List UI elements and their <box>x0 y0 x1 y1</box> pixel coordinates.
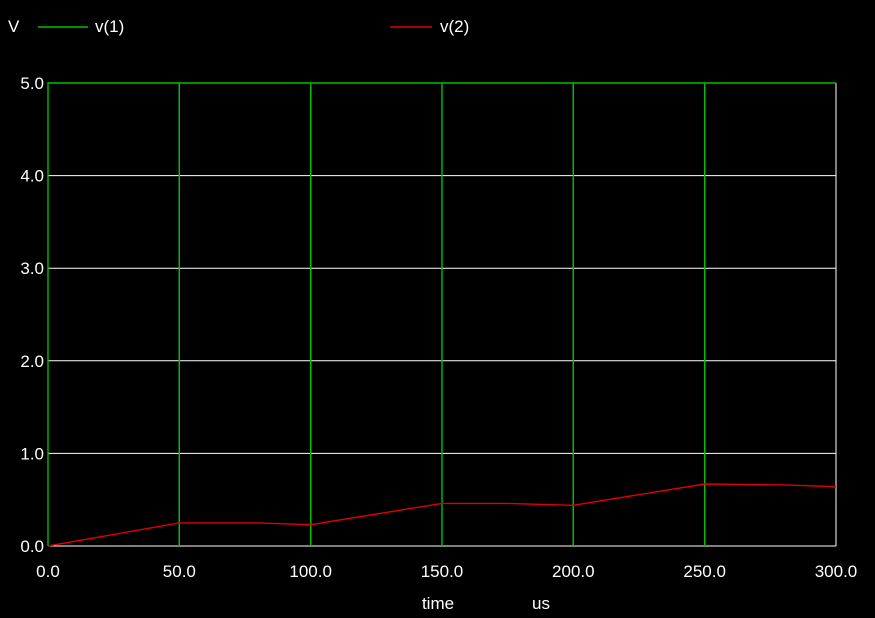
legend-label-v1: v(1) <box>95 17 124 36</box>
series-group <box>47 82 837 547</box>
y-tick-label: 1.0 <box>20 444 44 463</box>
legend-label-v2: v(2) <box>440 17 469 36</box>
y-axis-unit-label: V <box>8 17 20 36</box>
y-tick-label: 4.0 <box>20 167 44 186</box>
series-line-v2 <box>47 483 837 547</box>
y-tick-label: 2.0 <box>20 352 44 371</box>
x-tick-label: 250.0 <box>683 562 726 581</box>
y-tick-label: 0.0 <box>20 537 44 556</box>
x-tick-label: 300.0 <box>815 562 858 581</box>
x-axis-title: time <box>422 594 454 613</box>
x-axis-unit-label: us <box>532 594 550 613</box>
series-line-v1 <box>47 82 836 546</box>
x-tick-label: 50.0 <box>163 562 196 581</box>
y-tick-label: 5.0 <box>20 74 44 93</box>
tick-labels: 0.0 50.0 100.0 150.0 200.0 250.0 300.0 0.0 1.0 2.… <box>20 74 857 581</box>
x-tick-label: 0.0 <box>36 562 60 581</box>
x-tick-label: 200.0 <box>552 562 595 581</box>
legend: v(1) v(2) <box>38 17 469 36</box>
y-tick-label: 3.0 <box>20 259 44 278</box>
x-tick-label: 150.0 <box>421 562 464 581</box>
x-tick-label: 100.0 <box>289 562 332 581</box>
